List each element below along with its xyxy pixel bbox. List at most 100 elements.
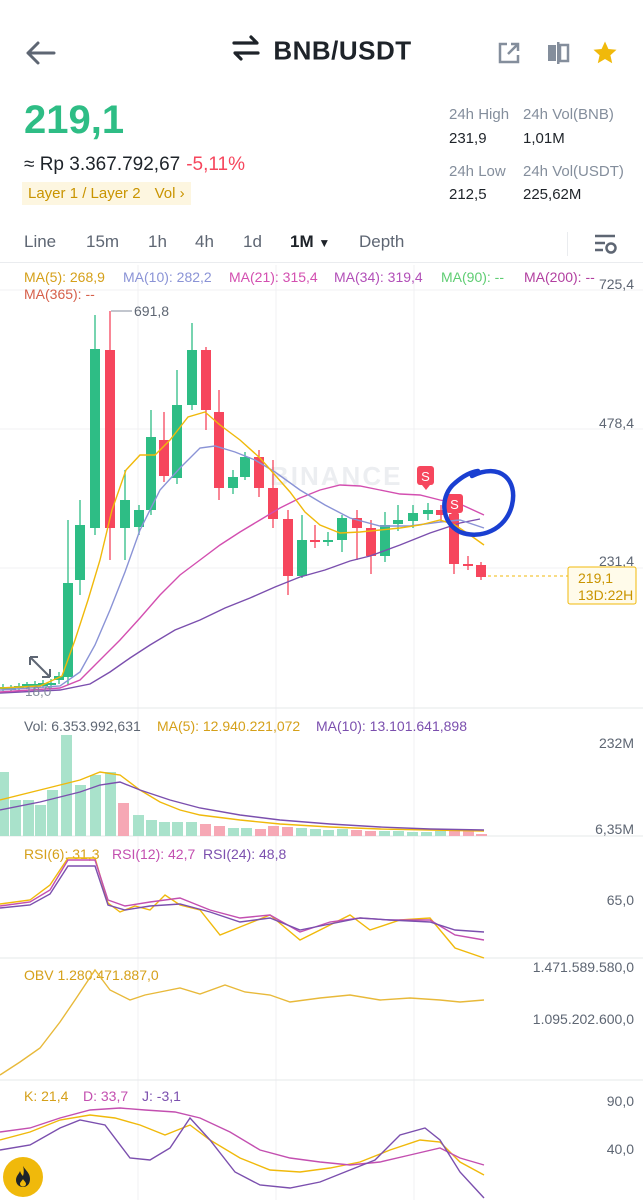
candle-body <box>187 350 197 405</box>
ma5-legend: MA(5): 268,9 <box>24 269 105 285</box>
flame-icon <box>16 1166 30 1187</box>
candle-body <box>408 513 418 521</box>
volume-bar <box>241 828 252 836</box>
obv-polyline <box>0 968 485 1076</box>
candle-body <box>423 510 433 514</box>
volume-bar <box>337 829 348 836</box>
tab-1h[interactable]: 1h <box>148 232 167 251</box>
volume-bar <box>379 831 390 836</box>
sell-marker-1[interactable]: S <box>417 466 434 490</box>
ma10-line <box>0 445 485 691</box>
kdj-j-line <box>0 1116 485 1199</box>
volume-bar <box>365 831 376 836</box>
chart-settings-button[interactable] <box>592 231 618 262</box>
candle-body <box>30 684 40 686</box>
volume-ma-lines <box>0 771 485 832</box>
arrow-left-icon <box>26 41 56 65</box>
tag-vol: Vol › <box>154 185 185 202</box>
tabs-divider <box>0 262 643 263</box>
tag-chips[interactable]: Layer 1 / Layer 2 Vol › <box>22 182 191 205</box>
candle-body <box>201 350 211 410</box>
tab-depth[interactable]: Depth <box>359 232 405 251</box>
obv-axis-mid: 1.095.202.600,0 <box>533 1011 634 1027</box>
svg-text:S: S <box>421 469 430 484</box>
price-change: -5,11% <box>186 154 246 175</box>
volume-bar <box>23 800 34 836</box>
volume-bar <box>200 824 211 836</box>
svg-text:219,1: 219,1 <box>578 570 613 586</box>
price-axis-low: 231,4 <box>599 553 634 569</box>
chart-canvas[interactable]: MA(5): 268,9 MA(10): 282,2 MA(21): 315,4… <box>0 262 643 1200</box>
vol-ma5-line <box>0 771 485 832</box>
tab-4h[interactable]: 4h <box>195 232 214 251</box>
tab-15m[interactable]: 15m <box>86 232 120 251</box>
tab-line[interactable]: Line <box>24 232 57 251</box>
pair-label: BNB/USDT <box>273 35 412 66</box>
candle-body <box>240 457 250 477</box>
tab-1d[interactable]: 1d <box>243 232 262 251</box>
vol-legend: Vol: 6.353.992,631 <box>24 718 141 734</box>
volume-bar <box>35 805 46 836</box>
volume-bar <box>463 831 474 836</box>
volume-bar <box>228 828 239 836</box>
volume-bar <box>323 830 334 836</box>
high-value: 231,9 <box>449 130 487 147</box>
candle-body <box>159 440 169 476</box>
share-button[interactable] <box>497 41 521 70</box>
volume-bar <box>186 822 197 836</box>
volume-bar <box>407 832 418 836</box>
candle-body <box>297 540 307 576</box>
candle-body <box>146 437 156 510</box>
volume-bar <box>75 785 86 836</box>
ma5-line <box>0 411 485 689</box>
candle-body <box>337 518 347 540</box>
expand-icon[interactable] <box>29 656 51 678</box>
tabs-divider-vertical <box>567 232 568 256</box>
vol-axis-bottom: 6,35M <box>595 821 634 837</box>
ma365-legend: MA(365): -- <box>24 286 95 302</box>
volume-bar <box>10 800 21 836</box>
volume-bar <box>159 822 170 836</box>
volume-bar <box>449 830 460 836</box>
ma10-legend: MA(10): 282,2 <box>123 269 212 285</box>
candle-body <box>268 488 278 519</box>
vol-ma10-legend: MA(10): 13.101.641,898 <box>316 718 467 734</box>
pair-title[interactable]: BNB/USDT <box>0 34 643 68</box>
vol-bnb-value: 1,01M <box>523 130 565 147</box>
low-value: 212,5 <box>449 186 487 203</box>
candle-body <box>283 519 293 576</box>
obv-axis-top: 1.471.589.580,0 <box>533 959 634 975</box>
volume-bar <box>268 826 279 836</box>
compare-button[interactable] <box>545 40 571 71</box>
candle-body <box>120 500 130 528</box>
volume-bar <box>393 831 404 836</box>
volume-bars <box>0 735 487 836</box>
vol-ma10-line <box>0 781 485 831</box>
candle-body <box>323 540 333 542</box>
sell-marker-2[interactable]: S <box>446 494 463 518</box>
volume-bar <box>118 803 129 836</box>
vol-usdt-value: 225,62M <box>523 186 582 203</box>
ma21-line <box>0 484 485 693</box>
tab-1m[interactable]: 1M ▼ <box>290 232 331 251</box>
last-price-label: 219,1 13D:22H <box>567 566 637 605</box>
volume-bar <box>105 772 116 836</box>
back-button[interactable] <box>24 38 58 68</box>
share-icon <box>498 42 520 64</box>
rsi12-legend: RSI(12): 42,7 <box>112 846 195 862</box>
rsi24-line <box>0 865 485 933</box>
ma90-legend: MA(90): -- <box>441 269 504 285</box>
svg-text:S: S <box>450 497 459 512</box>
flame-button[interactable] <box>3 1157 43 1197</box>
volume-bar <box>476 834 487 836</box>
favorite-button[interactable] <box>592 40 618 71</box>
rsi24-legend: RSI(24): 48,8 <box>203 846 286 862</box>
kdj-j-legend: J: -3,1 <box>142 1088 181 1104</box>
candle-body <box>75 525 85 580</box>
candle-body <box>46 683 56 685</box>
kdj-axis-top: 90,0 <box>607 1093 634 1109</box>
swap-arrows-icon <box>231 35 261 68</box>
high-label: 24h High <box>449 106 510 123</box>
ma34-legend: MA(34): 319,4 <box>334 269 423 285</box>
svg-text:13D:22H: 13D:22H <box>578 587 633 603</box>
